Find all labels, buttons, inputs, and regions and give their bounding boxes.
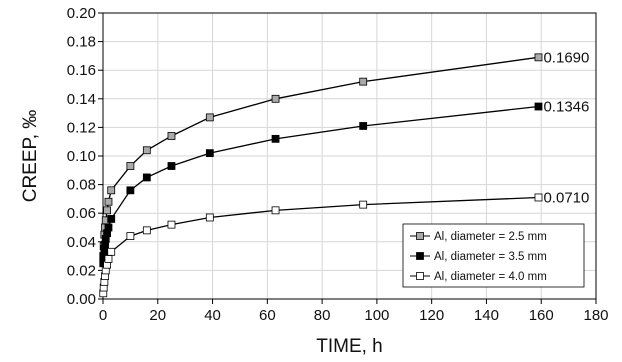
x-tick-label: 140 [474, 307, 499, 324]
data-point [359, 200, 368, 209]
data-point [205, 213, 214, 222]
data-point [534, 102, 543, 111]
y-tick-label: 0.14 [67, 91, 96, 108]
data-point [103, 206, 112, 215]
y-tick-label: 0.06 [67, 205, 96, 222]
x-tick-label: 0 [99, 307, 107, 324]
y-tick-label: 0.08 [67, 177, 96, 194]
legend-marker [416, 272, 424, 280]
y-tick-label: 0.00 [67, 291, 96, 308]
x-tick-label: 100 [364, 307, 389, 324]
data-point [107, 247, 116, 256]
data-point [142, 226, 151, 235]
data-point [271, 94, 280, 103]
axis-ticks: 0 20 40 60 80 100 120 140 160 180 0.00 0.02 0.04 0.06… [67, 5, 609, 324]
data-point [167, 132, 176, 140]
y-tick-label: 0.20 [67, 5, 96, 22]
legend-label: Al, diameter = 2.5 mm [434, 231, 547, 243]
data-point [126, 162, 135, 170]
data-point [534, 53, 543, 62]
legend-label: Al, diameter = 3.5 mm [434, 251, 547, 263]
y-tick-label: 0.12 [67, 119, 96, 136]
legend: Al, diameter = 2.5 mm Al, diameter = 3.5 … [402, 223, 585, 288]
x-tick-label: 60 [259, 307, 276, 324]
data-point [104, 223, 113, 232]
x-axis-title: TIME, h [316, 336, 383, 357]
series-end-label: 0.1346 [543, 99, 589, 116]
data-point [107, 215, 116, 223]
series-2 [99, 102, 543, 268]
data-point [107, 186, 116, 195]
series [99, 53, 543, 298]
data-point [167, 162, 176, 170]
legend-box [402, 223, 585, 288]
series-end-label: 0.1690 [543, 49, 589, 66]
y-tick-label: 0.16 [67, 62, 96, 79]
y-tick-label: 0.02 [67, 262, 96, 279]
data-point [126, 232, 135, 240]
x-tick-label: 120 [419, 307, 444, 324]
data-point [271, 134, 280, 143]
data-point [142, 173, 151, 182]
data-point [205, 113, 214, 122]
legend-item: Al, diameter = 3.5 mm [410, 251, 547, 263]
data-point [534, 193, 543, 202]
y-axis-title: CREEP, ‰ [20, 110, 41, 203]
data-point [359, 77, 368, 86]
x-tick-label: 40 [204, 307, 221, 324]
legend-item: Al, diameter = 4.0 mm [410, 271, 547, 283]
x-tick-label: 20 [149, 307, 166, 324]
x-tick-label: 180 [583, 307, 608, 324]
data-point [142, 146, 151, 155]
legend-label: Al, diameter = 4.0 mm [434, 271, 547, 283]
data-point [205, 149, 214, 158]
data-point [271, 206, 280, 215]
legend-marker [416, 232, 424, 240]
legend-item: Al, diameter = 2.5 mm [410, 231, 547, 243]
data-point [167, 220, 176, 229]
series-end-label: 0.0710 [543, 189, 589, 206]
data-point [104, 255, 113, 263]
end-labels: 0.1690 0.1346 0.0710 [543, 49, 589, 206]
data-point [104, 197, 113, 206]
data-point [126, 186, 135, 195]
legend-marker [416, 252, 424, 260]
y-tick-label: 0.04 [67, 234, 96, 251]
series-3 [99, 193, 543, 298]
y-tick-label: 0.18 [67, 34, 96, 51]
x-tick-label: 80 [314, 307, 331, 324]
y-tick-label: 0.10 [67, 148, 96, 165]
data-point [359, 122, 368, 130]
x-tick-label: 160 [529, 307, 554, 324]
